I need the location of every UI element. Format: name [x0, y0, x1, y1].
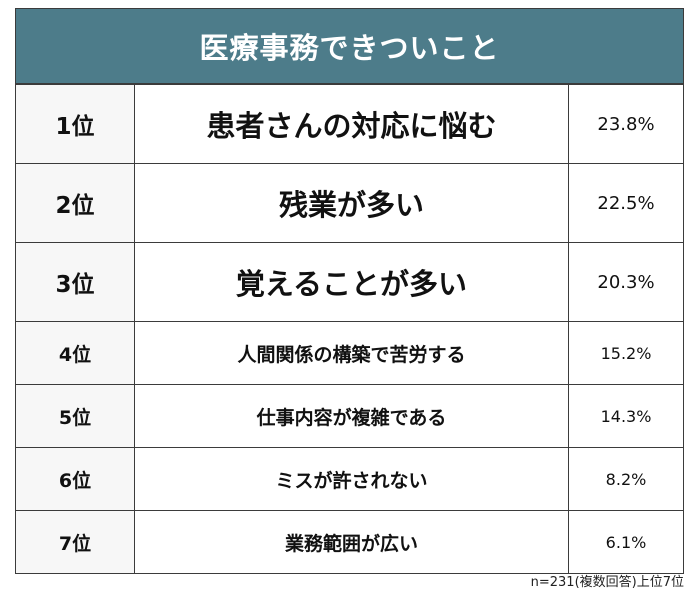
percent-value: 8.2%	[568, 447, 684, 511]
table-row: 4位 人間関係の構築で苦労する 15.2%	[15, 321, 684, 385]
percent-value: 23.8%	[568, 84, 684, 164]
ranking-chart: 医療事務できついこと 1位 患者さんの対応に悩む 23.8% 2位 残業が多い 22.5%…	[15, 8, 684, 574]
item-label: 仕事内容が複雑である	[134, 384, 569, 448]
rank-label: 6位	[15, 447, 135, 511]
ranking-table-body: 1位 患者さんの対応に悩む 23.8% 2位 残業が多い 22.5% 3位 覚えることが多い 2…	[15, 84, 684, 574]
percent-value: 20.3%	[568, 242, 684, 322]
table-row: 1位 患者さんの対応に悩む 23.8%	[15, 84, 684, 164]
item-label: ミスが許されない	[134, 447, 569, 511]
item-label: 覚えることが多い	[134, 242, 569, 322]
sample-note: n=231(複数回答)上位7位	[530, 575, 684, 590]
ranking-table: 1位 患者さんの対応に悩む 23.8% 2位 残業が多い 22.5% 3位 覚えることが多い 2…	[15, 84, 684, 574]
percent-value: 15.2%	[568, 321, 684, 385]
rank-label: 3位	[15, 242, 135, 322]
table-row: 5位 仕事内容が複雑である 14.3%	[15, 384, 684, 448]
title-bar: 医療事務できついこと	[15, 8, 684, 84]
item-label: 業務範囲が広い	[134, 510, 569, 574]
rank-label: 7位	[15, 510, 135, 574]
rank-label: 1位	[15, 84, 135, 164]
chart-title: 医療事務できついこと	[199, 31, 500, 65]
table-row: 6位 ミスが許されない 8.2%	[15, 447, 684, 511]
percent-value: 22.5%	[568, 163, 684, 243]
percent-value: 14.3%	[568, 384, 684, 448]
table-row: 7位 業務範囲が広い 6.1%	[15, 510, 684, 574]
rank-label: 5位	[15, 384, 135, 448]
percent-value: 6.1%	[568, 510, 684, 574]
table-row: 2位 残業が多い 22.5%	[15, 163, 684, 243]
item-label: 患者さんの対応に悩む	[134, 84, 569, 164]
rank-label: 4位	[15, 321, 135, 385]
item-label: 人間関係の構築で苦労する	[134, 321, 569, 385]
item-label: 残業が多い	[134, 163, 569, 243]
rank-label: 2位	[15, 163, 135, 243]
table-row: 3位 覚えることが多い 20.3%	[15, 242, 684, 322]
